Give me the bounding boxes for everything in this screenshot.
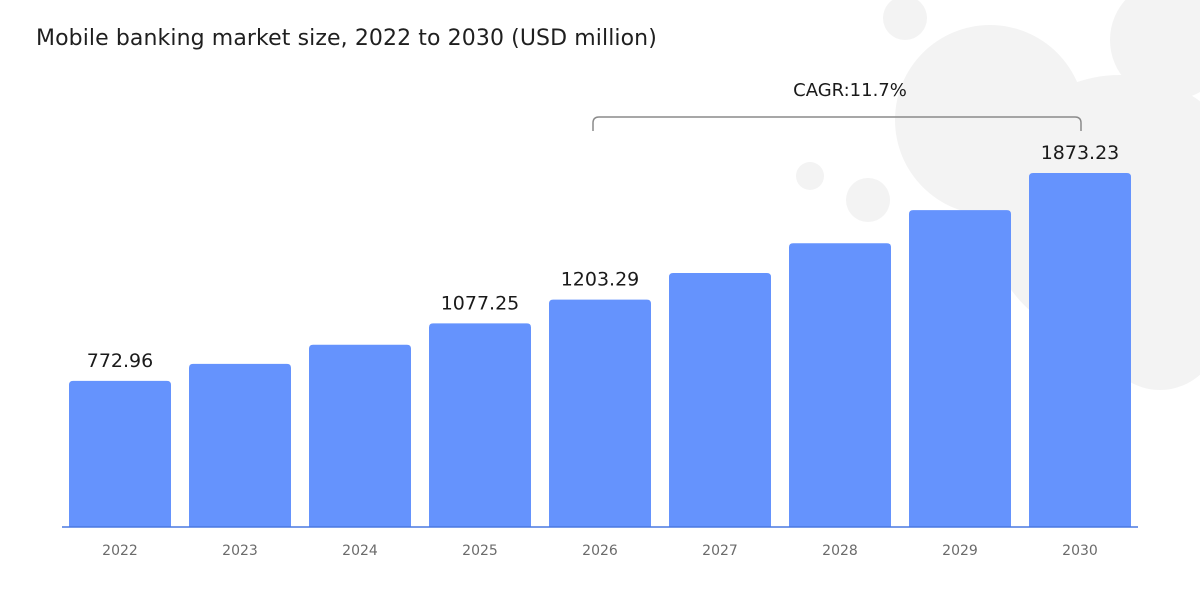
x-tick-label-2030: 2030 xyxy=(1062,543,1098,559)
x-tick-label-2027: 2027 xyxy=(702,543,738,559)
data-label-2022: 772.96 xyxy=(87,350,153,372)
bar-2022 xyxy=(69,380,171,527)
bar-2030 xyxy=(1029,173,1131,527)
data-label-2030: 1873.23 xyxy=(1041,142,1120,164)
cagr-annotation: CAGR:11.7% xyxy=(793,80,907,101)
x-tick-label-2022: 2022 xyxy=(102,543,138,559)
cagr-bracket xyxy=(592,116,1082,131)
data-labels-group: 772.96 1077.25 1203.29 1873.23 xyxy=(87,142,1120,372)
data-label-2025: 1077.25 xyxy=(441,292,520,314)
data-label-2026: 1203.29 xyxy=(561,269,640,291)
bar-2024 xyxy=(309,344,411,527)
x-tick-label-2023: 2023 xyxy=(222,543,258,559)
bar-2025 xyxy=(429,323,531,527)
x-tick-label-2024: 2024 xyxy=(342,543,378,559)
x-tick-labels-group: 2022 2023 2024 2025 2026 2027 2028 2029 2030 xyxy=(102,543,1098,559)
bar-2023 xyxy=(189,363,291,527)
bar-2027 xyxy=(669,272,771,527)
bar-2029 xyxy=(909,210,1011,527)
bar-2026 xyxy=(549,299,651,527)
x-tick-label-2025: 2025 xyxy=(462,543,498,559)
x-tick-label-2026: 2026 xyxy=(582,543,618,559)
chart-title: Mobile banking market size, 2022 to 2030… xyxy=(36,26,657,51)
x-tick-label-2029: 2029 xyxy=(942,543,978,559)
bar-2028 xyxy=(789,243,891,528)
bars-group xyxy=(69,173,1131,528)
x-tick-label-2028: 2028 xyxy=(822,543,858,559)
